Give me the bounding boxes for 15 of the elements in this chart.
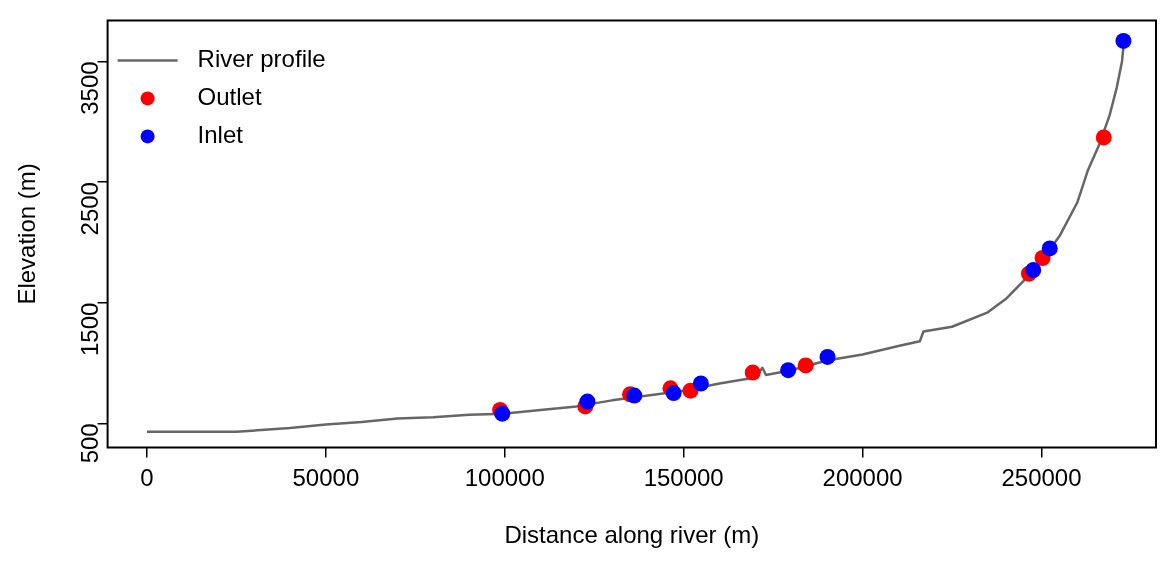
y-tick-label: 2500 bbox=[76, 182, 104, 236]
x-tick-label: 200000 bbox=[822, 464, 903, 492]
x-tick-label: 100000 bbox=[464, 464, 545, 492]
legend-label: Outlet bbox=[197, 83, 262, 111]
x-tick-label: 50000 bbox=[292, 464, 360, 492]
y-tick-label: 500 bbox=[76, 423, 104, 464]
legend-label: River profile bbox=[197, 45, 326, 73]
x-tick-label: 250000 bbox=[1001, 464, 1082, 492]
y-axis-title: Elevation (m) bbox=[13, 163, 41, 305]
x-tick-label: 150000 bbox=[643, 464, 724, 492]
x-axis-title: Distance along river (m) bbox=[504, 521, 760, 549]
y-tick-label: 1500 bbox=[76, 302, 104, 357]
y-tick-label: 3500 bbox=[76, 61, 104, 115]
legend-label: Inlet bbox=[197, 121, 244, 149]
x-tick-label: 0 bbox=[140, 464, 154, 492]
